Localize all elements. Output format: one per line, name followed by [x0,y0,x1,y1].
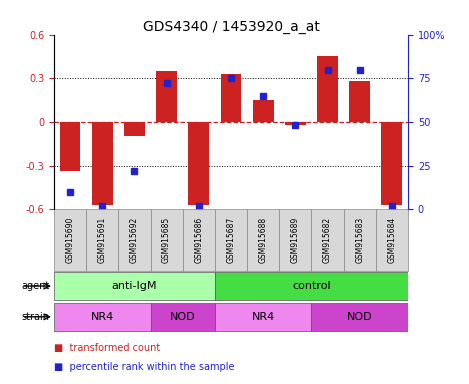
Bar [189,122,209,205]
Bar [92,122,113,205]
Bar [279,209,311,271]
Bar [215,209,247,271]
Bar [124,122,145,136]
Text: GSM915684: GSM915684 [387,217,396,263]
Text: GSM915689: GSM915689 [291,217,300,263]
Text: GSM915682: GSM915682 [323,217,332,263]
Bar [344,209,376,271]
Bar [381,122,402,205]
Bar [285,122,306,125]
Bar [86,209,118,271]
Bar [376,209,408,271]
Bar [215,303,311,331]
Text: GSM915686: GSM915686 [194,217,203,263]
Bar [151,209,183,271]
Bar [317,56,338,122]
Bar [118,209,151,271]
Text: agent: agent [21,281,49,291]
Bar [215,272,408,300]
Bar [247,209,279,271]
Bar [220,74,242,122]
Text: GSM915683: GSM915683 [355,217,364,263]
Text: anti-IgM: anti-IgM [112,281,157,291]
Bar [349,81,370,122]
Text: ■  percentile rank within the sample: ■ percentile rank within the sample [54,362,234,372]
Text: GSM915688: GSM915688 [259,217,268,263]
Text: NOD: NOD [347,312,372,322]
Text: GSM915692: GSM915692 [130,217,139,263]
Bar [311,303,408,331]
Text: GSM915691: GSM915691 [98,217,107,263]
Title: GDS4340 / 1453920_a_at: GDS4340 / 1453920_a_at [143,20,319,33]
Bar [60,122,81,171]
Text: NR4: NR4 [251,312,275,322]
Bar [54,303,151,331]
Text: GSM915685: GSM915685 [162,217,171,263]
Bar [54,272,215,300]
Bar [54,209,86,271]
Text: strain: strain [21,312,49,322]
Bar [156,71,177,122]
Bar [151,303,215,331]
Text: GSM915690: GSM915690 [66,217,75,263]
Text: NR4: NR4 [91,312,114,322]
Text: GSM915687: GSM915687 [227,217,235,263]
Bar [183,209,215,271]
Text: NOD: NOD [170,312,196,322]
Text: ■  transformed count: ■ transformed count [54,343,160,353]
Bar [253,100,273,122]
Bar [311,209,344,271]
Text: control: control [292,281,331,291]
